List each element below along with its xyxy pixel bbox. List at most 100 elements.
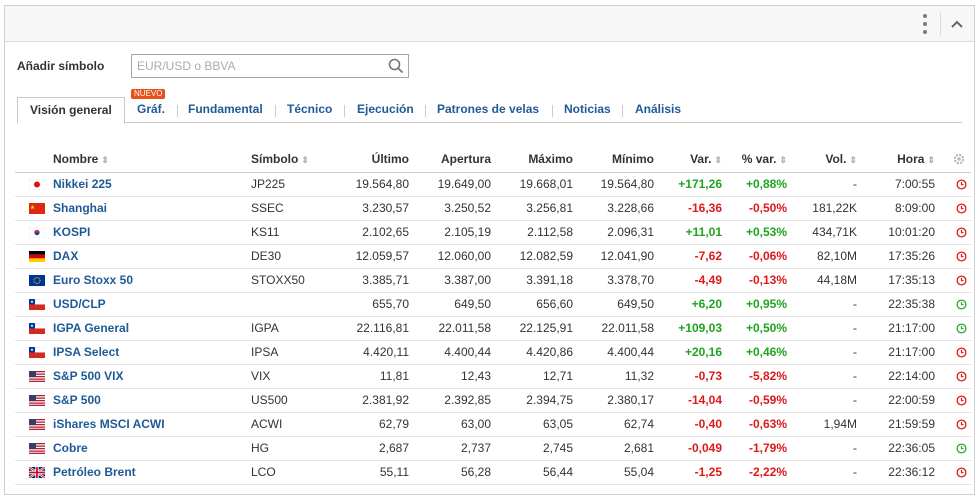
last-cell: 655,70: [347, 292, 413, 317]
symbol-cell: US500: [247, 388, 347, 413]
instrument-link[interactable]: IPSA Select: [53, 345, 120, 359]
volume-cell: -: [791, 436, 861, 461]
tab-technical[interactable]: Técnico: [287, 102, 333, 116]
tab-candlestick-patterns[interactable]: Patrones de velas: [437, 102, 540, 116]
instrument-link[interactable]: Euro Stoxx 50: [53, 273, 134, 287]
name-cell[interactable]: S&P 500: [49, 388, 247, 413]
instrument-link[interactable]: Nikkei 225: [53, 177, 112, 191]
flag-column-header: [15, 147, 49, 173]
symbol-cell: IPSA: [247, 340, 347, 365]
open-column-header: Apertura: [413, 147, 495, 173]
volume-cell: -: [791, 340, 861, 365]
pct-column-header[interactable]: % var. ⇕: [726, 147, 791, 173]
gear-icon[interactable]: [951, 151, 967, 167]
instrument-link[interactable]: IGPA General: [53, 321, 130, 335]
sort-icon[interactable]: ⇕: [779, 155, 787, 166]
tab-news[interactable]: Noticias: [564, 102, 611, 116]
table-row[interactable]: Euro Stoxx 50 STOXX50 3.385,71 3.387,00 3.39…: [15, 268, 971, 293]
sort-icon[interactable]: ⇕: [101, 155, 109, 166]
tab-chart-label: Gráf.: [137, 102, 166, 116]
high-cell: 4.420,86: [495, 340, 577, 365]
pct-change-cell: -0,13%: [726, 268, 791, 293]
instrument-link[interactable]: S&P 500 VIX: [53, 369, 124, 383]
low-cell: 3.228,66: [577, 196, 658, 221]
sort-icon[interactable]: ⇕: [927, 155, 935, 166]
volume-cell: 82,10M: [791, 244, 861, 269]
last-cell: 22.116,81: [347, 316, 413, 341]
table-row[interactable]: IPSA Select IPSA 4.420,11 4.400,44 4.420,86 4…: [15, 340, 971, 365]
symbol-cell: ACWI: [247, 412, 347, 437]
change-column-header[interactable]: Var. ⇕: [658, 147, 726, 173]
more-options-icon[interactable]: [920, 14, 930, 34]
name-cell[interactable]: Petróleo Brent: [49, 460, 247, 485]
low-cell: 3.378,70: [577, 268, 658, 293]
last-cell: 19.564,80: [347, 172, 413, 197]
japan-flag-icon: [29, 179, 45, 191]
sort-icon[interactable]: ⇕: [301, 155, 309, 166]
table-row[interactable]: USD/CLP 655,70 649,50 656,60 649,50 +6,20 +0,9…: [15, 292, 971, 317]
tab-analysis[interactable]: Análisis: [635, 102, 682, 116]
header-divider: [940, 12, 941, 36]
name-cell[interactable]: Shanghai: [49, 196, 247, 221]
instrument-link[interactable]: KOSPI: [53, 225, 91, 239]
search-box[interactable]: [131, 54, 409, 78]
sort-icon[interactable]: ⇕: [849, 155, 857, 166]
name-cell[interactable]: Euro Stoxx 50: [49, 268, 247, 293]
name-cell[interactable]: DAX: [49, 244, 247, 269]
table-row[interactable]: Shanghai SSEC 3.230,57 3.250,52 3.256,81 3.22…: [15, 196, 971, 221]
table-row[interactable]: iShares MSCI ACWI ACWI 62,79 63,00 63,05 62,7…: [15, 412, 971, 437]
pct-change-cell: -0,50%: [726, 196, 791, 221]
volume-cell: -: [791, 292, 861, 317]
search-input[interactable]: [132, 55, 382, 77]
name-cell[interactable]: USD/CLP: [49, 292, 247, 317]
name-column-header[interactable]: Nombre ⇕: [49, 147, 247, 173]
tab-chart[interactable]: Gráf.: [137, 97, 165, 123]
table-row[interactable]: DAX DE30 12.059,57 12.060,00 12.082,59 12.041…: [15, 244, 971, 269]
instrument-link[interactable]: iShares MSCI ACWI: [53, 417, 165, 431]
eu-flag-icon: [29, 275, 45, 287]
table-row[interactable]: S&P 500 VIX VIX 11,81 12,43 12,71 11,32 -0,73-…: [15, 364, 971, 389]
table-row[interactable]: IGPA General IGPA 22.116,81 22.011,58 22.125…: [15, 316, 971, 341]
name-cell[interactable]: Cobre: [49, 436, 247, 461]
chevron-up-icon[interactable]: [948, 15, 966, 33]
instrument-link[interactable]: Petróleo Brent: [53, 465, 136, 479]
tab-divider: [552, 105, 553, 117]
time-cell: 22:36:05: [861, 436, 939, 461]
usa-flag-icon: [29, 419, 45, 431]
table-row[interactable]: Petróleo Brent LCO 55,11 56,28 56,44 55,04 -1,…: [15, 460, 971, 485]
change-cell: -0,40: [658, 412, 726, 437]
name-cell[interactable]: IGPA General: [49, 316, 247, 341]
name-cell[interactable]: S&P 500 VIX: [49, 364, 247, 389]
name-cell[interactable]: KOSPI: [49, 220, 247, 245]
settings-column-header[interactable]: [939, 147, 971, 173]
time-cell: 22:36:12: [861, 460, 939, 485]
table-row[interactable]: S&P 500 US500 2.381,92 2.392,85 2.394,75 2.38…: [15, 388, 971, 413]
symbol-column-header[interactable]: Símbolo ⇕: [247, 147, 347, 173]
last-cell: 2,687: [347, 436, 413, 461]
instrument-link[interactable]: USD/CLP: [53, 297, 106, 311]
name-cell[interactable]: IPSA Select: [49, 340, 247, 365]
tab-fundamental[interactable]: Fundamental: [188, 102, 263, 116]
tab-overview[interactable]: Visión general: [17, 97, 125, 124]
table-row[interactable]: Cobre HG 2,687 2,737 2,745 2,681 -0,049 -1,79% -…: [15, 436, 971, 461]
high-cell: 2.112,58: [495, 220, 577, 245]
change-cell: -14,04: [658, 388, 726, 413]
name-cell[interactable]: Nikkei 225: [49, 172, 247, 197]
time-column-header[interactable]: Hora ⇕: [861, 147, 939, 173]
open-cell: 63,00: [413, 412, 495, 437]
search-icon[interactable]: [388, 58, 404, 74]
chile-flag-icon: [29, 299, 45, 311]
vol-column-header[interactable]: Vol. ⇕: [791, 147, 861, 173]
sort-icon[interactable]: ⇕: [714, 155, 722, 166]
name-cell[interactable]: iShares MSCI ACWI: [49, 412, 247, 437]
open-cell: 19.649,00: [413, 172, 495, 197]
usa-flag-icon: [29, 395, 45, 407]
table-row[interactable]: Nikkei 225 JP225 19.564,80 19.649,00 19.668,…: [15, 172, 971, 197]
instrument-link[interactable]: S&P 500: [53, 393, 101, 407]
instrument-link[interactable]: Shanghai: [53, 201, 108, 215]
table-row[interactable]: KOSPI KS11 2.102,65 2.105,19 2.112,58 2.096,3…: [15, 220, 971, 245]
instrument-link[interactable]: Cobre: [53, 441, 88, 455]
instrument-link[interactable]: DAX: [53, 249, 79, 263]
tab-execution[interactable]: Ejecución: [357, 102, 414, 116]
tab-divider: [425, 105, 426, 117]
